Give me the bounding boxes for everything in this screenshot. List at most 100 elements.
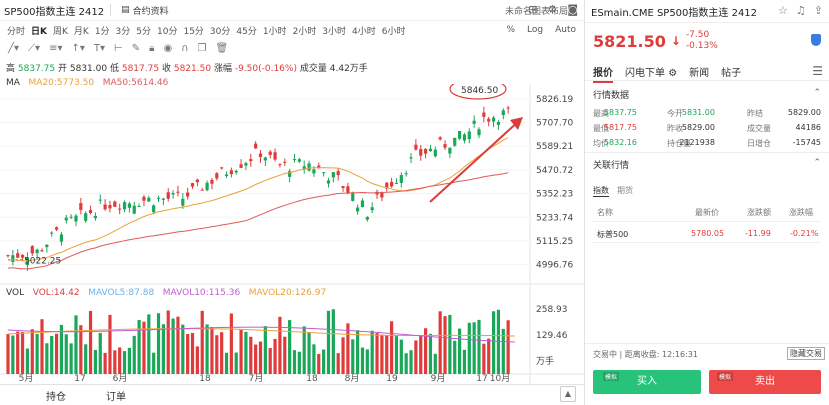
volume-bar (322, 349, 326, 374)
period-14[interactable]: 4小时 (352, 26, 376, 37)
tab-news[interactable]: 新闻 (689, 68, 710, 79)
divider (593, 242, 821, 243)
candle-body (404, 173, 408, 175)
stat-label: 最低 (593, 124, 609, 133)
volume-bar (506, 320, 510, 374)
volume-bar (419, 335, 423, 374)
volume-bar (50, 335, 54, 374)
vol-value: VOL:14.42 (32, 288, 80, 298)
price-chart[interactable]: 5826.19 5707.70 5589.21 5470.72 5352.23 5233.… (0, 84, 585, 384)
volume-bar (98, 332, 102, 374)
col-pct: 涨跌幅 (789, 208, 813, 217)
hide-trading-button[interactable]: 隐藏交易 (787, 347, 825, 360)
tab-posts[interactable]: 帖子 (721, 68, 742, 79)
lock-icon[interactable]: 🔒︎ (149, 42, 155, 54)
tab-flash-order[interactable]: 闪电下单 ⚙ (625, 64, 677, 83)
volume-bar (166, 310, 170, 374)
period-8[interactable]: 15分 (183, 26, 204, 37)
period-11[interactable]: 1小时 (262, 26, 287, 37)
divider (585, 343, 829, 344)
settings-icon[interactable]: ⚙ (547, 3, 558, 16)
volume-bar (477, 319, 481, 374)
candle-body (326, 180, 331, 184)
period-1[interactable]: 日K (31, 26, 47, 37)
mavol10-line (7, 326, 516, 343)
volume-bar (496, 309, 501, 374)
period-13[interactable]: 3小时 (322, 26, 347, 37)
magnet-icon[interactable]: ∩ (181, 42, 189, 54)
high-mark-circle (449, 84, 507, 100)
period-12[interactable]: 2小时 (292, 26, 317, 37)
trash-icon[interactable]: 🗑︎ (215, 42, 229, 54)
share-icon[interactable]: ⇪ (813, 4, 823, 17)
chevron-up-icon[interactable]: ⌃ (813, 158, 821, 168)
x-tick-label: 8月 (345, 373, 360, 384)
tab-orders[interactable]: 订单 (106, 391, 126, 403)
pencil-icon[interactable]: ✎ (131, 42, 141, 54)
candle-body (491, 117, 496, 122)
ray-tool-icon[interactable]: ⟋▾ (28, 42, 41, 54)
bell-icon[interactable]: ♫ (795, 4, 806, 17)
collapse-panel-button[interactable]: ▲ (560, 386, 576, 402)
layout-dropdown[interactable]: 未命名图表布局 ▾ (505, 7, 576, 17)
period-15[interactable]: 6小时 (381, 26, 406, 37)
row-price: 5780.05 (691, 229, 725, 238)
period-0[interactable]: 分时 (7, 26, 26, 37)
volume-bar (409, 350, 413, 374)
volume-bar (93, 349, 98, 374)
arrow-tool-icon[interactable]: ↑▾ (71, 42, 85, 54)
buy-sim-tag: 模拟 (603, 372, 620, 381)
period-10[interactable]: 45分 (236, 26, 257, 37)
percent-toggle[interactable]: % (506, 25, 516, 35)
candle-body (84, 213, 88, 221)
tab-quote[interactable]: 报价 (593, 64, 613, 83)
tab-index[interactable]: 指数 (593, 186, 609, 197)
quote-panel: ESmain.CME SP500指数主连 2412 ☆ ♫ ⇪ 5821.50 … (585, 0, 829, 405)
measure-tool-icon[interactable]: ⊢ (114, 42, 123, 54)
copy-icon[interactable]: ❐ (197, 42, 207, 54)
period-9[interactable]: 30分 (209, 26, 231, 37)
volume-bar (482, 343, 486, 374)
tab-futures[interactable]: 期货 (617, 186, 633, 195)
star-icon[interactable]: ☆ (778, 4, 788, 17)
grid-icon[interactable]: ⊞ (528, 3, 538, 16)
contract-info-tab[interactable]: ▤ 合约资料 (121, 4, 169, 17)
menu-icon[interactable]: ☰ (812, 64, 823, 78)
log-toggle[interactable]: Log (527, 25, 544, 35)
mavol20-line (7, 328, 516, 337)
period-5[interactable]: 3分 (115, 26, 131, 37)
candle-body (74, 215, 78, 222)
volume-bar (64, 334, 68, 374)
x-tick-label: 10月 (490, 373, 510, 384)
sell-button[interactable]: 卖出 (709, 370, 821, 394)
eye-icon[interactable]: ◉ (163, 42, 173, 54)
volume-value: 4.42万手 (329, 64, 368, 74)
trend-arrow-line (429, 119, 521, 203)
chevron-up-icon[interactable]: ⌃ (813, 88, 821, 98)
buy-button[interactable]: 买入 (593, 370, 701, 394)
period-3[interactable]: 月K (73, 26, 89, 37)
candle-body (380, 192, 384, 198)
change-label: 涨幅 (213, 64, 232, 74)
camera-icon[interactable]: ◙ (567, 3, 578, 16)
candle-body (69, 216, 73, 218)
auto-toggle[interactable]: Auto (555, 25, 576, 35)
fib-tool-icon[interactable]: ≡▾ (49, 42, 63, 54)
tab-positions[interactable]: 持仓 (46, 391, 66, 403)
candle-body (113, 201, 117, 207)
volume-bar (205, 324, 209, 374)
volume-bar (283, 336, 287, 374)
volume-bar (365, 349, 369, 374)
divider (593, 221, 821, 222)
volume-bar (341, 337, 345, 374)
change-value: -9.50(-0.16%) (234, 64, 297, 74)
period-4[interactable]: 1分 (94, 26, 110, 37)
candle-body (414, 144, 418, 150)
line-tool-icon[interactable]: ╱▾ (8, 42, 20, 54)
text-tool-icon[interactable]: T▾ (93, 42, 106, 54)
period-6[interactable]: 5分 (136, 26, 152, 37)
period-7[interactable]: 10分 (157, 26, 178, 37)
candle-body (152, 205, 156, 213)
period-2[interactable]: 周K (53, 26, 68, 37)
volume-bar (118, 347, 122, 374)
